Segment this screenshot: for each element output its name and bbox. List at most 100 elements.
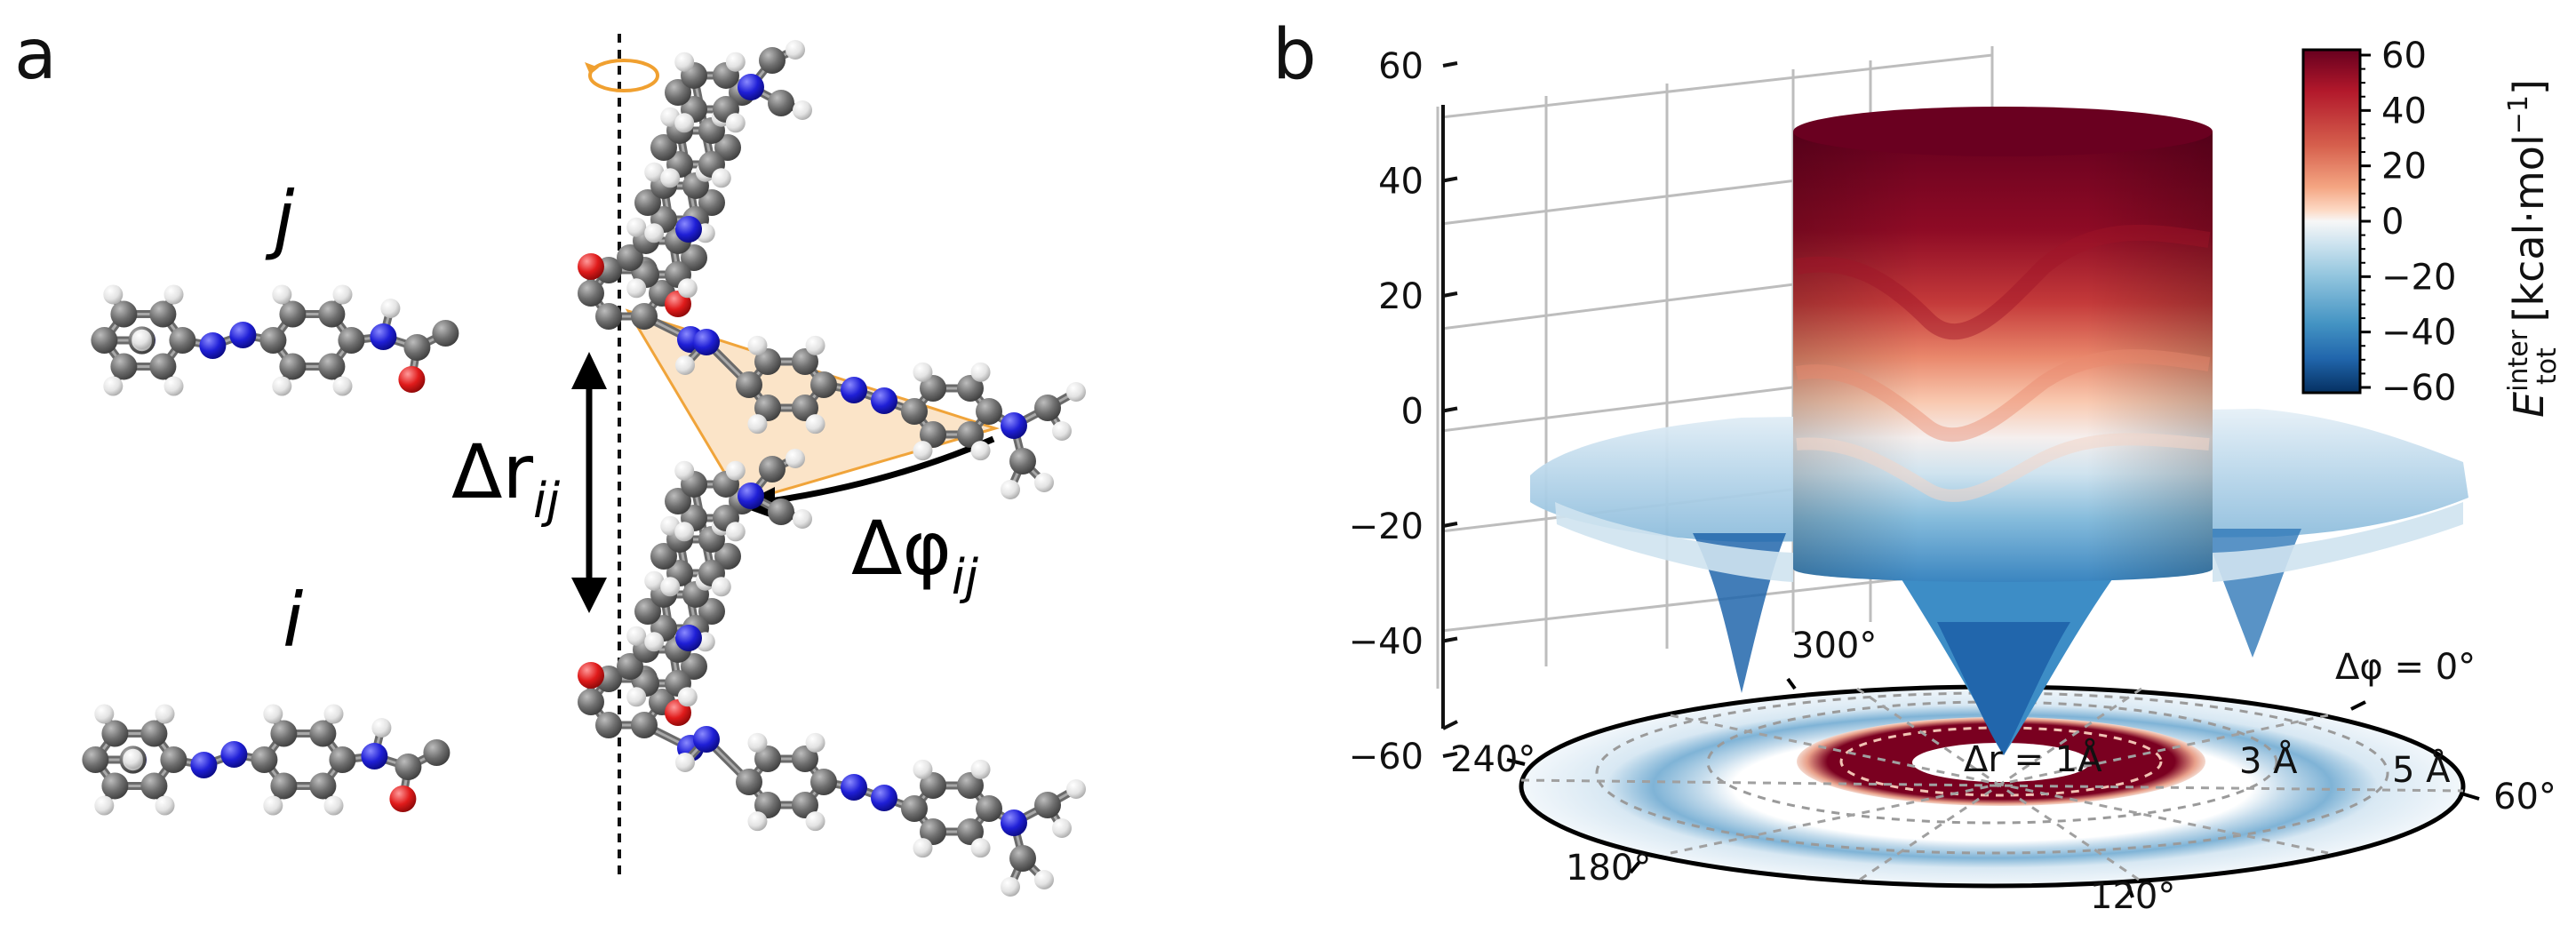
atom-C: [1009, 448, 1036, 474]
atom-C: [759, 456, 786, 482]
colorbar-label-unit-end: ]: [2505, 79, 2553, 95]
svg-text:Δrij: Δrij: [451, 428, 560, 529]
svg-text:Δφij: Δφij: [851, 505, 978, 605]
atom-H: [155, 795, 175, 816]
atom-H: [675, 753, 695, 772]
atom-C: [810, 371, 837, 398]
z-tick: [1442, 636, 1458, 643]
delta-r-subscript: ij: [533, 473, 560, 529]
atom-C: [1009, 845, 1036, 872]
atom-C: [149, 300, 177, 328]
atom-C: [650, 543, 677, 570]
molecule-j-arm-right: [675, 329, 1086, 499]
atom-C: [736, 371, 762, 398]
atom-H: [323, 795, 344, 816]
atom-H: [332, 376, 353, 396]
atom-O: [398, 366, 426, 393]
angle-label-180: 180°: [1566, 848, 1651, 889]
colorbar-tick-label: −60: [2381, 368, 2456, 409]
atom-C: [736, 769, 762, 795]
molecule-i-stack: [617, 449, 812, 707]
atom-C: [309, 720, 337, 747]
atom-C: [714, 134, 741, 161]
atom-C: [1034, 395, 1061, 421]
atom-C: [338, 327, 365, 354]
molecule-i-core: [578, 662, 704, 762]
atom-H: [644, 632, 665, 652]
atom-C: [395, 754, 422, 780]
atom-H: [371, 718, 392, 738]
atom-H: [913, 838, 933, 858]
atom-H: [1001, 480, 1020, 499]
atom-C: [82, 746, 109, 773]
angle-label-0: Δφ = 0°: [2335, 647, 2476, 688]
atom-C: [714, 543, 741, 570]
atom-N: [370, 323, 397, 350]
atom-H: [263, 795, 283, 816]
atom-C: [665, 79, 691, 106]
atom-C: [631, 711, 658, 738]
colorbar-ticks: 60 40 20 0 −20 −40 −60: [2360, 36, 2456, 409]
atom-H: [747, 414, 768, 435]
atom-N: [675, 216, 702, 243]
atom-C: [634, 189, 661, 216]
colorbar-tick-label: −20: [2381, 257, 2456, 298]
atom-H: [644, 162, 665, 182]
z-tick-labels: 60 40 20 0 −20 −40 −60: [1349, 46, 1458, 778]
atom-C: [754, 394, 781, 421]
atom-N: [693, 329, 720, 355]
atom-C: [578, 280, 604, 307]
atom-H: [711, 577, 731, 597]
panel-a-letter: a: [14, 15, 57, 95]
colorbar-label-sub: tot: [2532, 347, 2563, 385]
atom-C: [318, 300, 346, 328]
polar-base: [1506, 677, 2480, 898]
colorbar-tick-label: 20: [2381, 147, 2427, 187]
atom-H: [747, 335, 768, 355]
atom-C: [631, 302, 658, 330]
atom-C: [754, 348, 781, 376]
angle-label-120: 120°: [2090, 876, 2175, 917]
atom-H: [805, 335, 825, 355]
atom-N: [841, 774, 867, 801]
atom-C: [920, 772, 946, 800]
molecule-i-arm-right: [675, 726, 1086, 897]
atom-C: [101, 720, 129, 747]
z-tick-label: −60: [1349, 737, 1424, 778]
atom-C: [754, 746, 781, 773]
atom-C: [578, 689, 604, 715]
colorbar-label-unit: [kcal·mol: [2505, 134, 2553, 335]
atom-C: [792, 394, 818, 421]
atom-H: [123, 748, 143, 769]
atom-H: [674, 113, 695, 133]
atom-H: [1001, 877, 1020, 897]
atom-H: [1052, 421, 1072, 441]
atom-H: [793, 100, 812, 120]
atom-C: [318, 353, 346, 380]
colorbar-label-sup: inter: [2503, 329, 2534, 392]
z-tick: [1442, 61, 1458, 68]
atom-H: [793, 509, 812, 529]
atom-N: [199, 332, 227, 359]
atom-C: [432, 320, 459, 347]
atom-H: [674, 522, 695, 542]
colorbar-label-main: E: [2505, 392, 2553, 418]
atom-N: [693, 726, 720, 753]
colorbar-tick-label: 0: [2381, 202, 2404, 243]
z-axis: [1441, 105, 1458, 730]
atom-C: [792, 746, 818, 773]
atom-H: [626, 626, 647, 646]
z-tick-label: 20: [1378, 276, 1424, 317]
atom-H: [725, 52, 746, 72]
atom-C: [251, 746, 278, 773]
atom-H: [913, 441, 933, 461]
atom-H: [660, 577, 681, 597]
z-tick: [1442, 176, 1458, 183]
colorbar-label: Eintertot [kcal·mol−1]: [2503, 79, 2563, 418]
delta-r-label: Δrij: [451, 428, 560, 529]
atom-N: [1001, 809, 1027, 836]
colorbar-tick-label: −40: [2381, 313, 2456, 354]
polar-labels: Δφ = 0° 60° 120° 180° 240° 300° Δr = 1Å …: [1450, 626, 2556, 917]
atom-C: [810, 769, 837, 795]
